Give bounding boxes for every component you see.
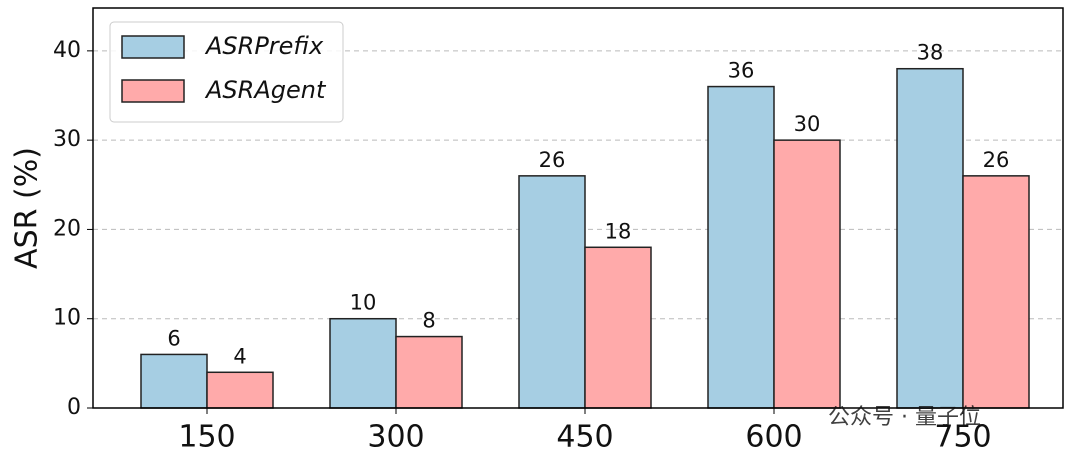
x-tick-label: 150 <box>178 420 235 455</box>
y-tick-label: 30 <box>53 127 81 152</box>
bar <box>206 371 274 409</box>
value-label: 6 <box>167 326 180 350</box>
value-label: 38 <box>917 41 944 65</box>
bar <box>140 353 208 409</box>
bar <box>707 85 775 409</box>
y-tick-label: 10 <box>53 306 81 331</box>
x-tick-label: 750 <box>934 420 991 455</box>
value-label: 26 <box>539 148 566 172</box>
legend-label: ASRAgent <box>204 76 327 104</box>
value-label: 4 <box>233 344 246 368</box>
bar <box>395 335 463 409</box>
x-tick-label: 450 <box>556 420 613 455</box>
watermark: 公众号 · 量子位 <box>828 405 981 430</box>
value-label: 10 <box>350 291 377 315</box>
bar <box>584 246 652 409</box>
bar <box>896 67 964 409</box>
y-tick-label: 40 <box>53 38 81 63</box>
value-label: 30 <box>794 112 821 136</box>
y-axis-label: ASR (%) <box>10 147 45 269</box>
bar <box>329 317 397 409</box>
legend-swatch <box>121 35 185 59</box>
value-label: 8 <box>422 309 435 333</box>
x-tick-label: 600 <box>745 420 802 455</box>
value-label: 18 <box>605 219 632 243</box>
y-tick-label: 0 <box>67 395 81 420</box>
plot-frame <box>92 7 1064 409</box>
value-label: 36 <box>728 59 755 83</box>
x-tick-label: 300 <box>367 420 424 455</box>
bar <box>773 139 841 409</box>
bar <box>962 175 1030 409</box>
value-label: 26 <box>983 148 1010 172</box>
legend-swatch <box>121 79 185 103</box>
y-tick-label: 20 <box>53 216 81 241</box>
legend-label: ASRPrefix <box>204 32 324 60</box>
bar <box>518 175 586 409</box>
